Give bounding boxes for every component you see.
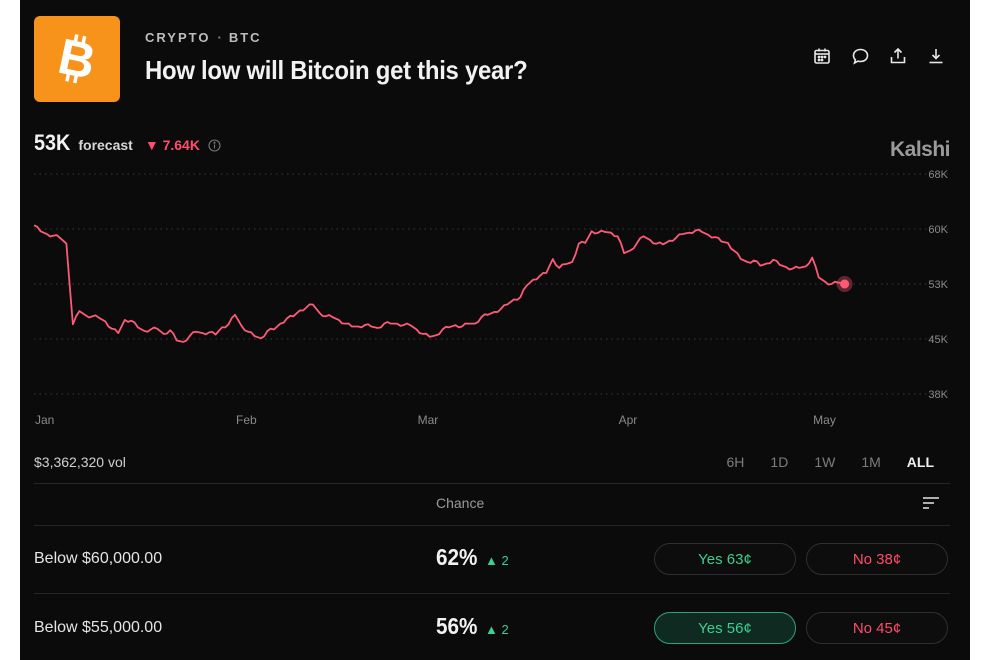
chance-column-header: Chance bbox=[436, 495, 485, 511]
chance-delta: ▲ 2 bbox=[485, 553, 509, 568]
range-1d[interactable]: 1D bbox=[770, 454, 789, 470]
comment-icon[interactable] bbox=[850, 46, 870, 66]
page-title: How low will Bitcoin get this year? bbox=[145, 55, 528, 85]
sort-icon[interactable] bbox=[922, 496, 940, 515]
y-tick-label: 53K bbox=[928, 279, 948, 291]
y-tick-label: 68K bbox=[928, 169, 948, 181]
yes-button[interactable]: Yes 63¢ bbox=[654, 543, 796, 575]
table-row[interactable]: Below $55,000.00 56% ▲ 2 Yes 56¢ No 45¢ bbox=[34, 598, 950, 658]
x-tick-label: Jan bbox=[35, 413, 54, 427]
breadcrumb-category[interactable]: CRYPTO bbox=[145, 30, 211, 45]
volume-label: $3,362,320 vol bbox=[34, 454, 126, 470]
breadcrumb-ticker[interactable]: BTC bbox=[228, 30, 262, 45]
breadcrumb: CRYPTO · BTC bbox=[145, 30, 262, 45]
no-button[interactable]: No 38¢ bbox=[806, 543, 948, 575]
forecast-summary: 53K forecast ▼ 7.64K bbox=[34, 130, 221, 156]
outcome-label: Below $60,000.00 bbox=[34, 550, 163, 567]
chance-value: 56% bbox=[436, 613, 478, 639]
download-icon[interactable] bbox=[926, 46, 946, 66]
share-icon[interactable] bbox=[888, 46, 908, 66]
chart-grid bbox=[34, 173, 948, 395]
y-tick-label: 38K bbox=[928, 389, 948, 401]
range-1m[interactable]: 1M bbox=[861, 454, 881, 470]
bitcoin-logo: B bbox=[34, 16, 120, 102]
info-icon[interactable] bbox=[208, 139, 221, 157]
x-tick-label: May bbox=[813, 413, 836, 427]
header-actions bbox=[812, 46, 946, 66]
x-axis: Jan Feb Mar Apr May bbox=[35, 413, 836, 427]
forecast-label: forecast bbox=[78, 137, 133, 153]
yes-button[interactable]: Yes 56¢ bbox=[654, 612, 796, 644]
outcome-label: Below $55,000.00 bbox=[34, 619, 163, 636]
kalshi-logo: Kalshi bbox=[889, 138, 951, 161]
chance-value: 62% bbox=[436, 544, 478, 570]
divider bbox=[34, 525, 950, 526]
forecast-change: ▼ 7.64K bbox=[144, 137, 200, 153]
x-tick-label: Mar bbox=[418, 413, 439, 427]
y-tick-label: 60K bbox=[928, 224, 948, 236]
price-chart[interactable]: 68K 60K 53K 45K 38K Jan Feb Mar Apr May bbox=[20, 160, 970, 435]
calendar-icon[interactable] bbox=[812, 46, 832, 66]
table-row[interactable]: Below $60,000.00 62% ▲ 2 Yes 63¢ No 38¢ bbox=[34, 529, 950, 589]
bitcoin-icon: B bbox=[54, 33, 101, 85]
forecast-value: 53K bbox=[34, 130, 71, 155]
x-tick-label: Apr bbox=[619, 413, 638, 427]
time-range-selector: 6H 1D 1W 1M ALL bbox=[727, 454, 934, 470]
market-panel: B CRYPTO · BTC How low will Bitcoin get th… bbox=[20, 0, 970, 660]
no-button[interactable]: No 45¢ bbox=[806, 612, 948, 644]
range-all[interactable]: ALL bbox=[906, 454, 934, 470]
range-6h[interactable]: 6H bbox=[726, 454, 745, 470]
y-axis: 68K 60K 53K 45K 38K bbox=[928, 169, 948, 401]
y-tick-label: 45K bbox=[928, 334, 948, 346]
range-1w[interactable]: 1W bbox=[814, 454, 836, 470]
breadcrumb-separator: · bbox=[217, 30, 222, 45]
x-tick-label: Feb bbox=[236, 413, 257, 427]
divider bbox=[34, 593, 950, 594]
forecast-line bbox=[33, 224, 845, 343]
divider bbox=[34, 483, 950, 484]
current-point[interactable] bbox=[840, 279, 850, 289]
chance-delta: ▲ 2 bbox=[485, 622, 509, 637]
